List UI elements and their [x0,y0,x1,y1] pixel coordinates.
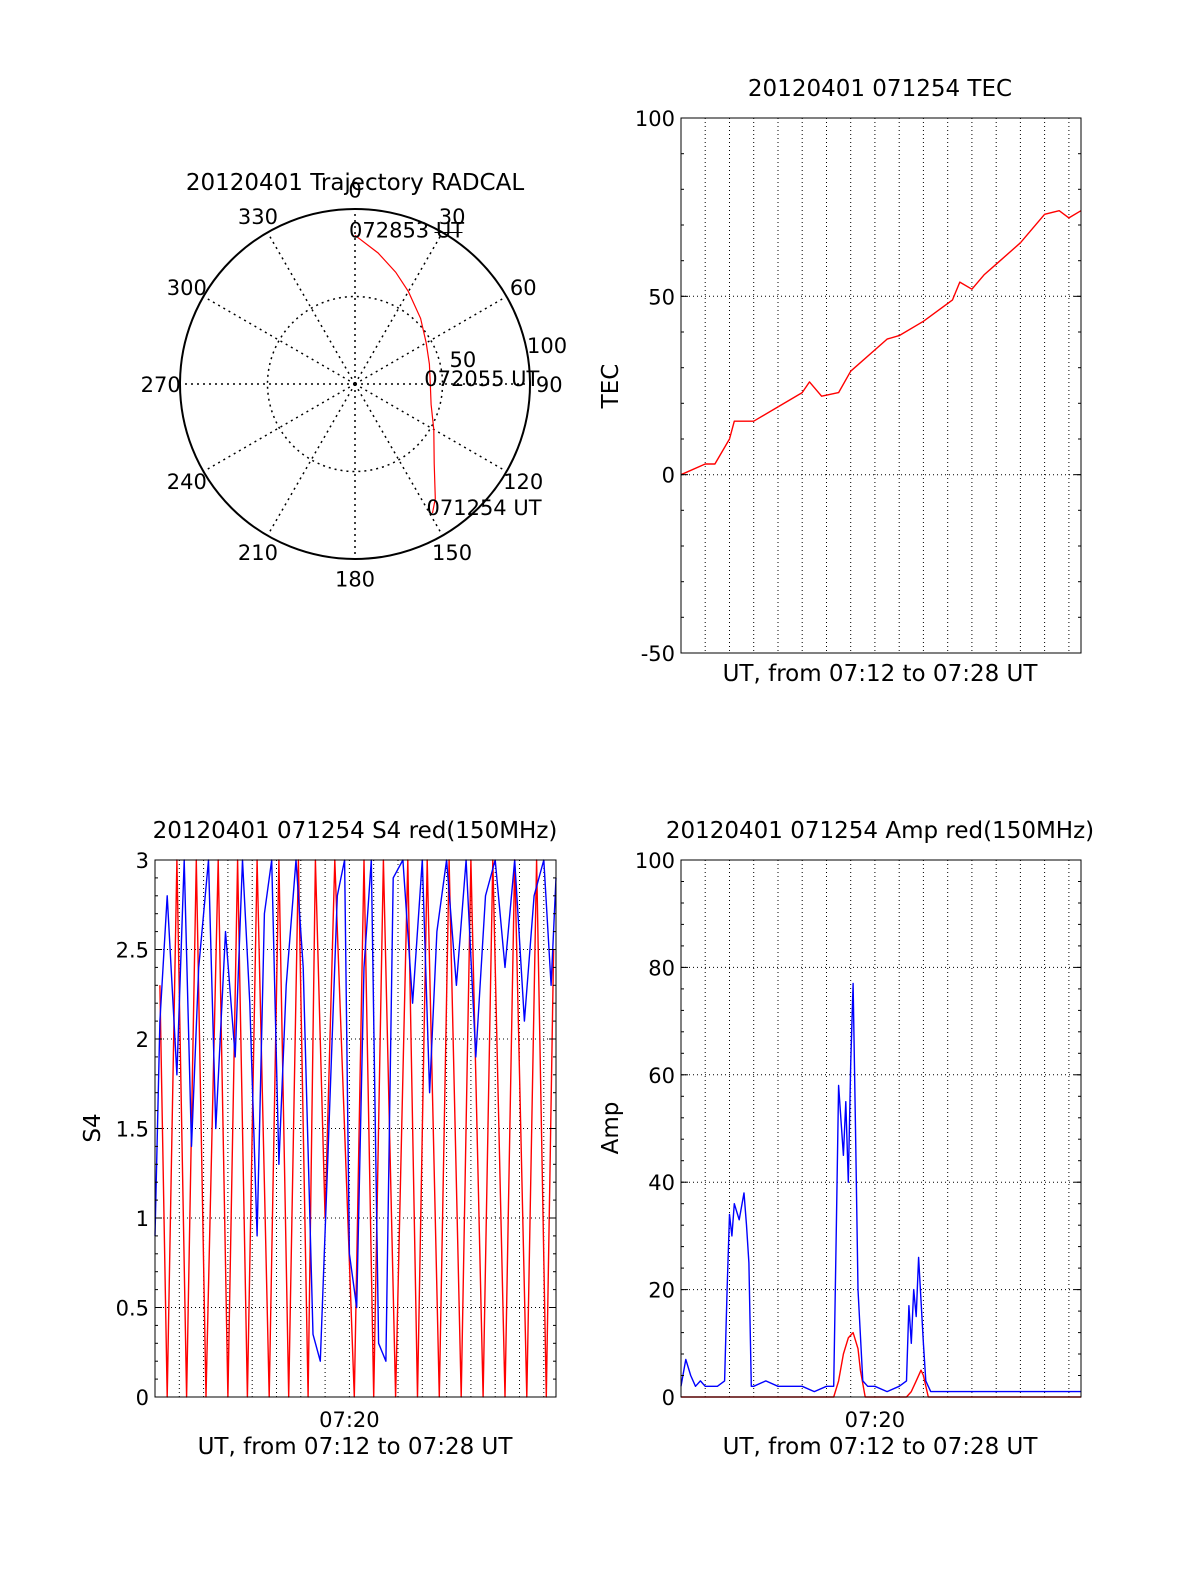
y-tick-label: 0 [662,1386,675,1410]
trajectory-time-label: 072055 UT [424,367,539,391]
tec-y-ticks: 100 50 0 -50 [635,107,1081,666]
angle-tick-label: 120 [503,470,543,494]
y-tick-label: 3 [136,849,149,873]
y-tick-label: 40 [648,1171,675,1195]
trajectory-annotations: 072853 UT 072055 UT 071254 UT [349,218,542,520]
trajectory-time-label: 072853 UT [349,218,464,242]
angle-tick-label: 0 [348,179,361,203]
y-tick-label: 100 [635,849,675,873]
amp-frame [680,859,1082,1398]
y-tick-label: 1 [136,1207,149,1231]
polar-tick-labels: 0 30 60 90 120 150 180 210 240 270 300 330 100 50 [141,179,567,592]
series-line-0 [159,859,555,1398]
polar-spoke-240 [203,383,356,473]
tec-xlabel: UT, from 07:12 to 07:28 UT [723,661,1039,687]
amp-title: 20120401 071254 Amp red(150MHz) [666,818,1094,844]
x-tick-label: 07:20 [845,1408,906,1432]
angle-tick-label: 30 [439,205,466,229]
y-tick-label: 2.5 [116,939,149,963]
y-tick-label: 60 [648,1064,675,1088]
angle-tick-label: 150 [432,541,472,565]
series-line-1 [680,982,1081,1393]
y-tick-label: 1.5 [116,1118,149,1142]
angle-tick-label: 90 [536,373,563,397]
polar-title: 20120401 Trajectory RADCAL [186,170,525,196]
angle-tick-label: 60 [510,276,537,300]
y-tick-label: 0 [662,464,675,488]
tec-grid [681,117,1081,654]
amp-grid [681,859,1081,1398]
trajectory-time-label: 071254 UT [427,496,542,520]
y-tick-label: 100 [635,107,675,131]
polar-spoke-150 [354,383,444,536]
amp-xlabel: UT, from 07:12 to 07:28 UT [723,1434,1039,1460]
y-tick-label: 2 [136,1028,149,1052]
tec-panel: 20120401 071254 TEC 100 50 0 -50 UT, from 0… [598,76,1082,687]
y-tick-label: 80 [648,956,675,980]
s4-panel: 20120401 071254 S4 red(150MHz) 3 2.5 2 1.5 1… [80,818,557,1460]
series-line-1 [154,859,557,1362]
trajectory-line [354,234,436,514]
polar-spoke-30 [354,232,444,385]
s4-title: 20120401 071254 S4 red(150MHz) [153,818,558,844]
polar-panel: 20120401 Trajectory RADCAL 0 30 60 90 120 150… [141,170,567,591]
y-tick-label: 0.5 [116,1297,149,1321]
angle-tick-label: 270 [141,373,181,397]
polar-spoke-210 [266,383,356,536]
y-tick-label: 0 [136,1386,149,1410]
y-tick-label: -50 [641,642,675,666]
polar-spoke-300 [203,295,356,385]
s4-ylabel: S4 [80,1113,106,1142]
polar-spoke-120 [354,383,507,473]
amp-ylabel: Amp [598,1102,624,1155]
s4-ticks: 3 2.5 2 1.5 1 0.5 0 07:20 [116,849,556,1432]
radius-tick-label: 100 [527,334,567,358]
polar-grid [179,208,531,560]
angle-tick-label: 240 [167,470,207,494]
amp-ticks: 100 80 60 40 20 0 07:20 [635,849,1081,1432]
angle-tick-label: 180 [335,567,375,591]
polar-ring-50 [266,295,444,473]
tec-series [680,210,1082,476]
s4-xlabel: UT, from 07:12 to 07:28 UT [198,1434,514,1460]
radius-tick-label: 50 [450,348,477,372]
amp-panel: 20120401 071254 Amp red(150MHz) 100 80 60 4… [598,818,1094,1460]
angle-tick-label: 210 [238,541,278,565]
tec-frame [680,117,1082,654]
angle-tick-label: 300 [167,276,207,300]
y-tick-label: 20 [648,1279,675,1303]
tec-title: 20120401 071254 TEC [748,76,1012,102]
x-tick-label: 07:20 [319,1408,380,1432]
polar-spoke-60 [354,295,507,385]
tec-ylabel: TEC [598,364,624,410]
y-tick-label: 50 [648,285,675,309]
amp-series [680,982,1081,1398]
series-line-0 [681,1331,1081,1398]
angle-tick-label: 330 [238,205,278,229]
polar-spoke-330 [266,232,356,385]
series-line-0 [680,210,1082,476]
